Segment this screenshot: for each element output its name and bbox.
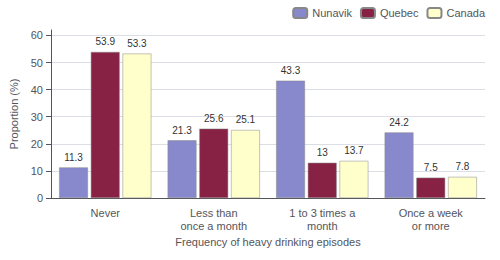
svg-text:7.5: 7.5 [424, 162, 438, 173]
svg-text:10: 10 [31, 165, 43, 177]
svg-text:24.2: 24.2 [389, 117, 409, 128]
svg-text:40: 40 [31, 84, 43, 96]
svg-text:Canada: Canada [446, 7, 485, 19]
svg-text:11.3: 11.3 [64, 152, 83, 163]
svg-text:or more: or more [412, 220, 450, 232]
svg-text:7.8: 7.8 [455, 161, 469, 172]
svg-text:Nunavik: Nunavik [312, 7, 352, 19]
svg-text:13.7: 13.7 [344, 145, 364, 156]
svg-text:20: 20 [31, 138, 43, 150]
svg-text:Quebec: Quebec [380, 7, 419, 19]
svg-text:25.1: 25.1 [236, 114, 256, 125]
svg-text:53.3: 53.3 [127, 38, 147, 49]
svg-text:Proportion (%): Proportion (%) [8, 79, 20, 150]
svg-text:Never: Never [91, 207, 121, 219]
svg-text:13: 13 [317, 147, 329, 158]
svg-text:month: month [307, 220, 338, 232]
svg-text:Less than: Less than [190, 207, 238, 219]
svg-text:43.3: 43.3 [281, 65, 301, 76]
svg-text:25.6: 25.6 [204, 113, 224, 124]
svg-text:Frequency of heavy drinking ep: Frequency of heavy drinking episodes [175, 236, 361, 248]
svg-text:once a month: once a month [180, 220, 247, 232]
svg-text:50: 50 [31, 57, 43, 69]
svg-text:53.9: 53.9 [96, 36, 116, 47]
svg-text:60: 60 [31, 29, 43, 41]
svg-text:21.3: 21.3 [172, 125, 192, 136]
svg-text:0: 0 [37, 192, 43, 204]
svg-text:Once a week: Once a week [399, 207, 464, 219]
svg-text:30: 30 [31, 111, 43, 123]
svg-text:1 to 3 times a: 1 to 3 times a [289, 207, 356, 219]
